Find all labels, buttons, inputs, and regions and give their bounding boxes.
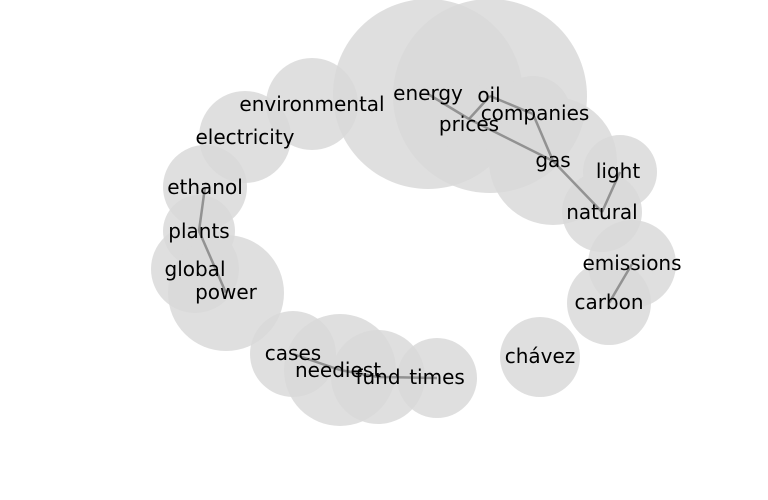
edge-ethanol-plants	[197, 186, 207, 232]
edge-oil-prices	[468, 95, 491, 120]
edge-layer	[197, 92, 634, 380]
edge-companies-gas	[531, 113, 555, 162]
edge-plants-power	[197, 230, 228, 294]
node-label-plants: plants	[168, 219, 229, 243]
bubble-chavez	[500, 317, 580, 397]
node-label-light: light	[596, 159, 640, 183]
node-label-prices: prices	[439, 112, 499, 136]
node-label-emissions: emissions	[582, 251, 681, 275]
node-label-cases: cases	[265, 341, 321, 365]
edge-fund-times	[377, 375, 438, 380]
edge-prices-gas	[468, 117, 554, 163]
node-label-global: global	[165, 257, 226, 281]
node-label-gas: gas	[535, 148, 570, 172]
node-label-electricity: electricity	[195, 125, 294, 149]
edge-cases-neediest	[292, 352, 341, 372]
node-label-times: times	[409, 365, 465, 389]
node-label-ethanol: ethanol	[167, 175, 243, 199]
node-label-natural: natural	[566, 200, 637, 224]
node-label-neediest: neediest	[295, 358, 381, 382]
node-label-fund: fund	[355, 365, 400, 389]
node-label-oil: oil	[477, 83, 500, 107]
edge-energy-prices	[427, 92, 470, 121]
edge-neediest-fund	[339, 368, 379, 379]
node-label-environmental: environmental	[239, 92, 384, 116]
node-label-companies: companies	[481, 101, 590, 125]
node-label-carbon: carbon	[574, 290, 643, 314]
edge-emissions-carbon	[607, 263, 634, 304]
edge-light-natural	[600, 171, 622, 213]
node-label-energy: energy	[393, 81, 463, 105]
edge-oil-companies	[489, 94, 534, 116]
edge-gas-natural	[552, 160, 603, 213]
node-label-chavez: chávez	[505, 344, 576, 368]
node-label-power: power	[195, 280, 258, 304]
